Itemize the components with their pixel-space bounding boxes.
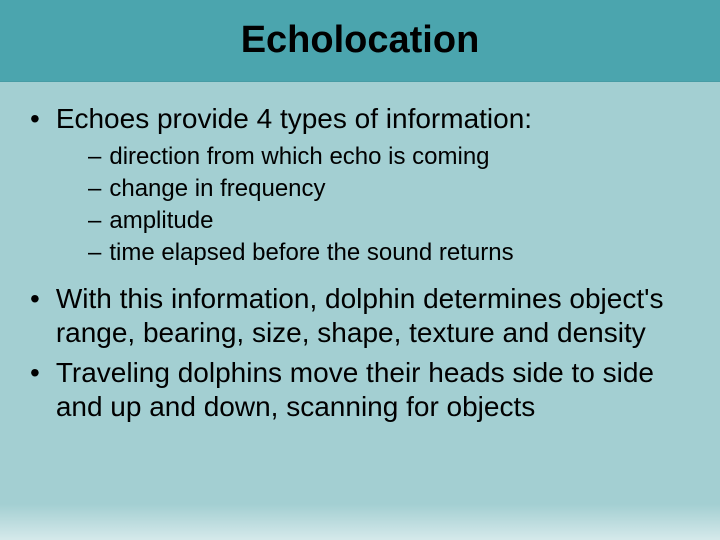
slide-content: • Echoes provide 4 types of information:… — [0, 82, 720, 424]
bullet-dot-icon: • — [30, 282, 40, 316]
slide-title: Echolocation — [241, 19, 480, 62]
bullet-text: Echoes provide 4 types of information: — [56, 102, 532, 136]
sub-bullet-text: time elapsed before the sound returns — [109, 238, 513, 268]
sub-bullet-text: amplitude — [109, 206, 213, 236]
bullet-l2: – direction from which echo is coming — [88, 142, 708, 172]
bullet-dot-icon: • — [30, 102, 40, 136]
bullet-dot-icon: • — [30, 356, 40, 390]
sub-bullet-group: – direction from which echo is coming – … — [12, 142, 708, 268]
dash-icon: – — [88, 206, 101, 236]
dash-icon: – — [88, 238, 101, 268]
bullet-l2: – amplitude — [88, 206, 708, 236]
bottom-gradient — [0, 504, 720, 540]
bullet-l1: • Traveling dolphins move their heads si… — [12, 356, 708, 424]
bullet-l1: • Echoes provide 4 types of information: — [12, 102, 708, 136]
sub-bullet-text: direction from which echo is coming — [109, 142, 489, 172]
dash-icon: – — [88, 174, 101, 204]
bullet-l1: • With this information, dolphin determi… — [12, 282, 708, 350]
bullet-text: Traveling dolphins move their heads side… — [56, 356, 708, 424]
bullet-l2: – time elapsed before the sound returns — [88, 238, 708, 268]
sub-bullet-text: change in frequency — [109, 174, 325, 204]
bullet-text: With this information, dolphin determine… — [56, 282, 708, 350]
title-band: Echolocation — [0, 0, 720, 82]
dash-icon: – — [88, 142, 101, 172]
bullet-l2: – change in frequency — [88, 174, 708, 204]
